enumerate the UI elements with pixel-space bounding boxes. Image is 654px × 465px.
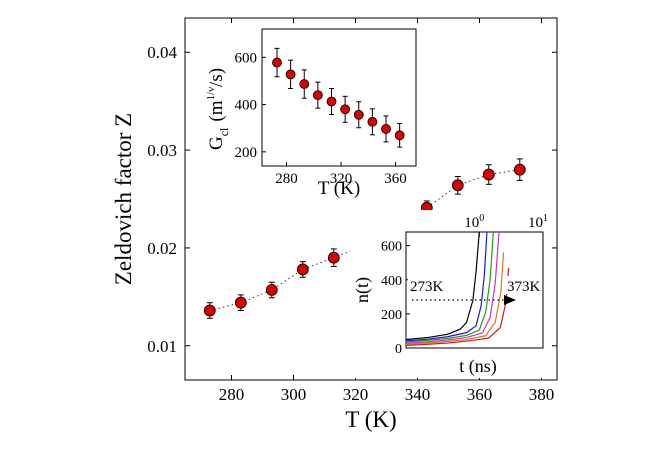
- main-y-tick-label: 0.01: [147, 337, 177, 356]
- inset-top-data-point: [299, 79, 310, 89]
- inset-top-y-label-part: G: [206, 136, 227, 150]
- inset-top-data-point: [353, 109, 364, 120]
- inset-bottom-y-tick-label: 600: [381, 240, 402, 255]
- inset-bottom-x-tick-exponent: 1: [543, 213, 548, 224]
- inset-top-x-tick-label: 320: [330, 171, 353, 187]
- main-data-point: [234, 296, 247, 309]
- inset-top-data-point: [394, 130, 405, 141]
- inset-bottom-curve-c1: [406, 232, 480, 341]
- inset-bottom-label-bg: [505, 276, 541, 294]
- inset-top-data-point: [326, 96, 337, 107]
- inset-bottom-start-label: 273K: [410, 279, 444, 295]
- main-data-point: [482, 168, 495, 181]
- main-data-point: [265, 284, 278, 296]
- main-y-axis-label: Zeldovich factor Z: [111, 113, 136, 285]
- inset-top-y-tick-label: 600: [235, 50, 258, 66]
- main-data-point: [327, 251, 340, 264]
- inset-top-frame: [261, 28, 417, 167]
- inset-top-y-label-part: cl: [217, 127, 231, 136]
- inset-top-plot: 280 320 360 200 400 600 T (K) Gcl (m1/ν/s): [200, 24, 422, 200]
- inset-top-y-tick-label: 200: [235, 145, 258, 161]
- inset-bottom-curve-c2: [406, 232, 488, 342]
- main-data-point: [513, 163, 526, 176]
- inset-bottom-x-axis-label: t (ns): [459, 356, 497, 377]
- main-series-connector: [209, 169, 520, 312]
- main-x-tick-label: 340: [405, 385, 431, 404]
- inset-bottom-y-tick-label: 400: [381, 274, 402, 289]
- main-data-point: [451, 179, 464, 192]
- inset-top-x-axis-label: T (K): [318, 178, 360, 199]
- inset-top-data-point: [381, 124, 391, 134]
- inset-bottom-y-tick-label: 0: [395, 342, 402, 357]
- inset-top-data-point: [367, 116, 378, 127]
- inset-bottom-x-tick-label: 100: [464, 213, 484, 231]
- inset-bottom-y-tick-label: 200: [381, 308, 402, 323]
- main-x-tick-label: 280: [219, 385, 245, 404]
- main-y-tick-label: 0.03: [147, 141, 177, 160]
- inset-bottom-curves: [406, 232, 510, 347]
- main-x-tick-label: 360: [467, 385, 493, 404]
- main-x-tick-label: 380: [529, 385, 555, 404]
- main-plot-frame: [184, 17, 558, 381]
- inset-bottom-curve-c4: [406, 232, 500, 344]
- main-data-point: [296, 263, 309, 276]
- inset-top-y-label-part: /s): [206, 68, 227, 87]
- inset-bottom-curve-c3: [406, 232, 494, 343]
- inset-top-x-tick-label: 280: [275, 171, 298, 187]
- main-y-tick-label: 0.02: [147, 239, 177, 258]
- main-x-tick-label: 300: [281, 385, 307, 404]
- inset-top-y-tick-label: 400: [235, 98, 258, 114]
- inset-bottom-curve-c5: [406, 252, 505, 345]
- inset-bottom-frame: [405, 231, 544, 349]
- main-x-axis-label: T (K): [345, 407, 396, 432]
- main-y-tick-label: 0.04: [147, 43, 177, 62]
- inset-top-background: [200, 24, 422, 200]
- inset-top-y-label-part: 1/ν: [205, 87, 217, 101]
- inset-bottom-y-axis-label: n(t): [352, 277, 373, 303]
- inset-top-data-point: [285, 69, 296, 80]
- inset-bottom-curve-c6: [406, 267, 510, 347]
- inset-bottom-label-bg: [408, 276, 444, 294]
- inset-bottom-end-label: 373K: [507, 279, 541, 295]
- inset-bottom-arrow-head: [504, 295, 516, 305]
- inset-top-data-point: [272, 57, 282, 68]
- main-x-tick-label: 320: [343, 385, 369, 404]
- inset-top-x-tick-label: 360: [384, 171, 407, 187]
- inset-top-y-axis-label: Gcl (m1/ν/s): [205, 68, 231, 150]
- inset-top-data-point: [312, 90, 323, 101]
- inset-bottom-x-tick-exponent: 0: [479, 213, 484, 224]
- inset-top-data-point: [340, 104, 351, 115]
- main-data-point: [203, 304, 216, 317]
- inset-top-y-label-part: (m: [206, 100, 227, 121]
